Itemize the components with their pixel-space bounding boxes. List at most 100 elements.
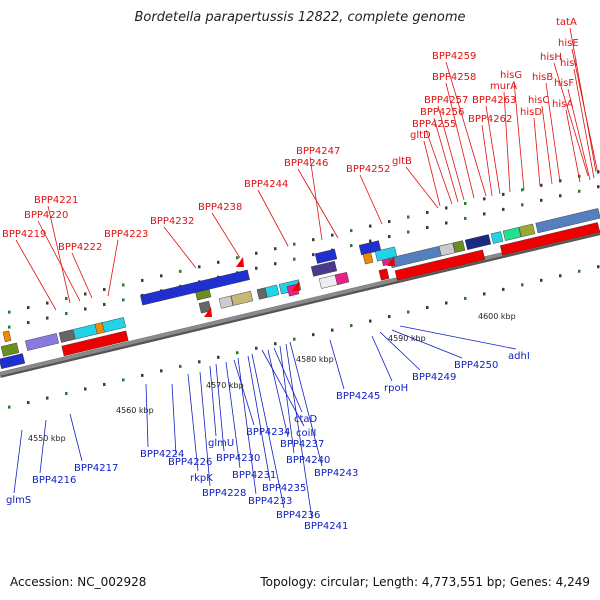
gene-label-bottom: BPP4226: [168, 457, 212, 468]
gene-leader-bottom: [379, 331, 421, 371]
gene-block: [502, 227, 522, 241]
tick-dot-top2: [122, 298, 125, 302]
gene-leader-bottom: [289, 341, 323, 467]
tick-dot-top: [122, 283, 125, 287]
tick-dot-bottom: [445, 301, 448, 305]
gene-leader-bottom: [145, 383, 149, 448]
tick-dot-bottom: [540, 278, 543, 282]
gene-leader-top: [513, 80, 525, 191]
tick-dot-top2: [350, 244, 353, 248]
gene-label-top: BPP4222: [58, 242, 102, 253]
gene-leader-top: [573, 68, 595, 179]
scale-label: 4590 kbp: [388, 334, 426, 343]
tick-dot-top2: [369, 239, 372, 243]
gene-block: [374, 246, 398, 262]
tick-dot-top2: [578, 189, 581, 193]
tick-dot-bottom: [179, 364, 182, 368]
gene-block: [0, 353, 26, 370]
tick-dot-top2: [312, 253, 315, 257]
tick-dot-top2: [502, 207, 505, 211]
tick-dot-bottom: [388, 315, 391, 319]
tick-dot-top: [369, 224, 372, 228]
tick-dot-top: [46, 301, 49, 305]
gene-label-top: BPP4263: [472, 95, 516, 106]
gene-block: [101, 317, 127, 333]
gene-block: [58, 329, 76, 343]
tick-dot-top2: [426, 225, 429, 229]
gene-label-bottom: BPP4230: [216, 453, 260, 464]
gene-block: [2, 330, 12, 343]
scale-label: 4570 kbp: [206, 381, 244, 390]
gene-leader-top: [423, 140, 441, 207]
gene-label-top: BPP4219: [2, 229, 46, 240]
gene-leader-top: [211, 212, 241, 259]
tick-dot-top: [597, 170, 600, 174]
gene-leader-bottom: [285, 343, 313, 520]
gene-label-top: BPP4232: [150, 216, 194, 227]
tick-dot-top: [179, 269, 182, 273]
gene-label-top: hisA: [552, 99, 573, 110]
tick-dot-top2: [521, 203, 524, 207]
gene-leader-bottom: [279, 345, 295, 454]
gene-block: [218, 295, 234, 309]
gene-leader-top: [257, 189, 289, 247]
tick-dot-top: [160, 274, 163, 278]
gene-leader-top: [553, 62, 589, 177]
gene-block: [140, 269, 250, 306]
tick-dot-bottom: [597, 265, 600, 269]
tick-dot-top: [464, 201, 467, 205]
gene-label-top: BPP4246: [284, 158, 328, 169]
gene-leader-top: [533, 117, 541, 187]
gene-label-bottom: BPP4240: [286, 455, 330, 466]
gene-leader-bottom: [171, 383, 177, 456]
tick-dot-bottom: [27, 401, 30, 405]
gene-block: [464, 234, 492, 250]
gene-leader-top: [163, 226, 197, 269]
tick-dot-top: [274, 247, 277, 251]
tick-dot-top2: [445, 221, 448, 225]
scale-label: 4550 kbp: [28, 434, 66, 443]
gene-label-top: hisC: [528, 95, 549, 106]
gene-block: [499, 222, 600, 256]
gene-block: [362, 252, 374, 265]
gene-leader-top: [565, 109, 581, 183]
gene-label-top: hisD: [520, 107, 542, 118]
gene-block: [256, 287, 268, 300]
tick-dot-bottom: [502, 287, 505, 291]
gene-leader-bottom: [267, 349, 289, 438]
tick-dot-top: [103, 287, 106, 291]
tick-dot-top2: [293, 257, 296, 261]
gene-leader-bottom: [13, 429, 23, 494]
genome-info-text: Topology: circular; Length: 4,773,551 bp…: [260, 575, 590, 589]
tick-dot-bottom: [141, 373, 144, 377]
tick-dot-bottom: [217, 355, 220, 359]
gene-block: [198, 300, 212, 314]
gene-leader-bottom: [391, 329, 463, 359]
gene-marker: [204, 307, 212, 317]
gene-leader-top: [425, 129, 453, 205]
gene-leader-bottom: [187, 373, 199, 472]
gene-block: [452, 240, 466, 253]
gene-block: [394, 249, 486, 281]
tick-dot-bottom: [483, 292, 486, 296]
gene-label-top: BPP4255: [412, 119, 456, 130]
gene-label-top: BPP4257: [424, 95, 468, 106]
gene-leader-top: [503, 91, 511, 193]
gene-block: [72, 323, 100, 340]
gene-leader-top: [445, 82, 475, 199]
gene-label-top: BPP4256: [420, 107, 464, 118]
gene-leader-bottom: [329, 339, 345, 390]
tick-dot-top2: [8, 325, 11, 329]
gene-label-top: BPP4221: [34, 195, 78, 206]
gene-leader-top: [37, 220, 81, 302]
tick-dot-top2: [597, 185, 600, 189]
gene-leader-bottom: [261, 349, 305, 427]
gene-label-top: hisH: [540, 52, 562, 63]
genome-title: Bordetella parapertussis 12822, complete…: [134, 10, 466, 25]
tick-dot-bottom: [236, 351, 239, 355]
tick-dot-bottom: [559, 274, 562, 278]
gene-leader-top: [359, 174, 383, 225]
gene-leader-top: [481, 124, 493, 197]
gene-label-top: hisI: [560, 58, 577, 69]
